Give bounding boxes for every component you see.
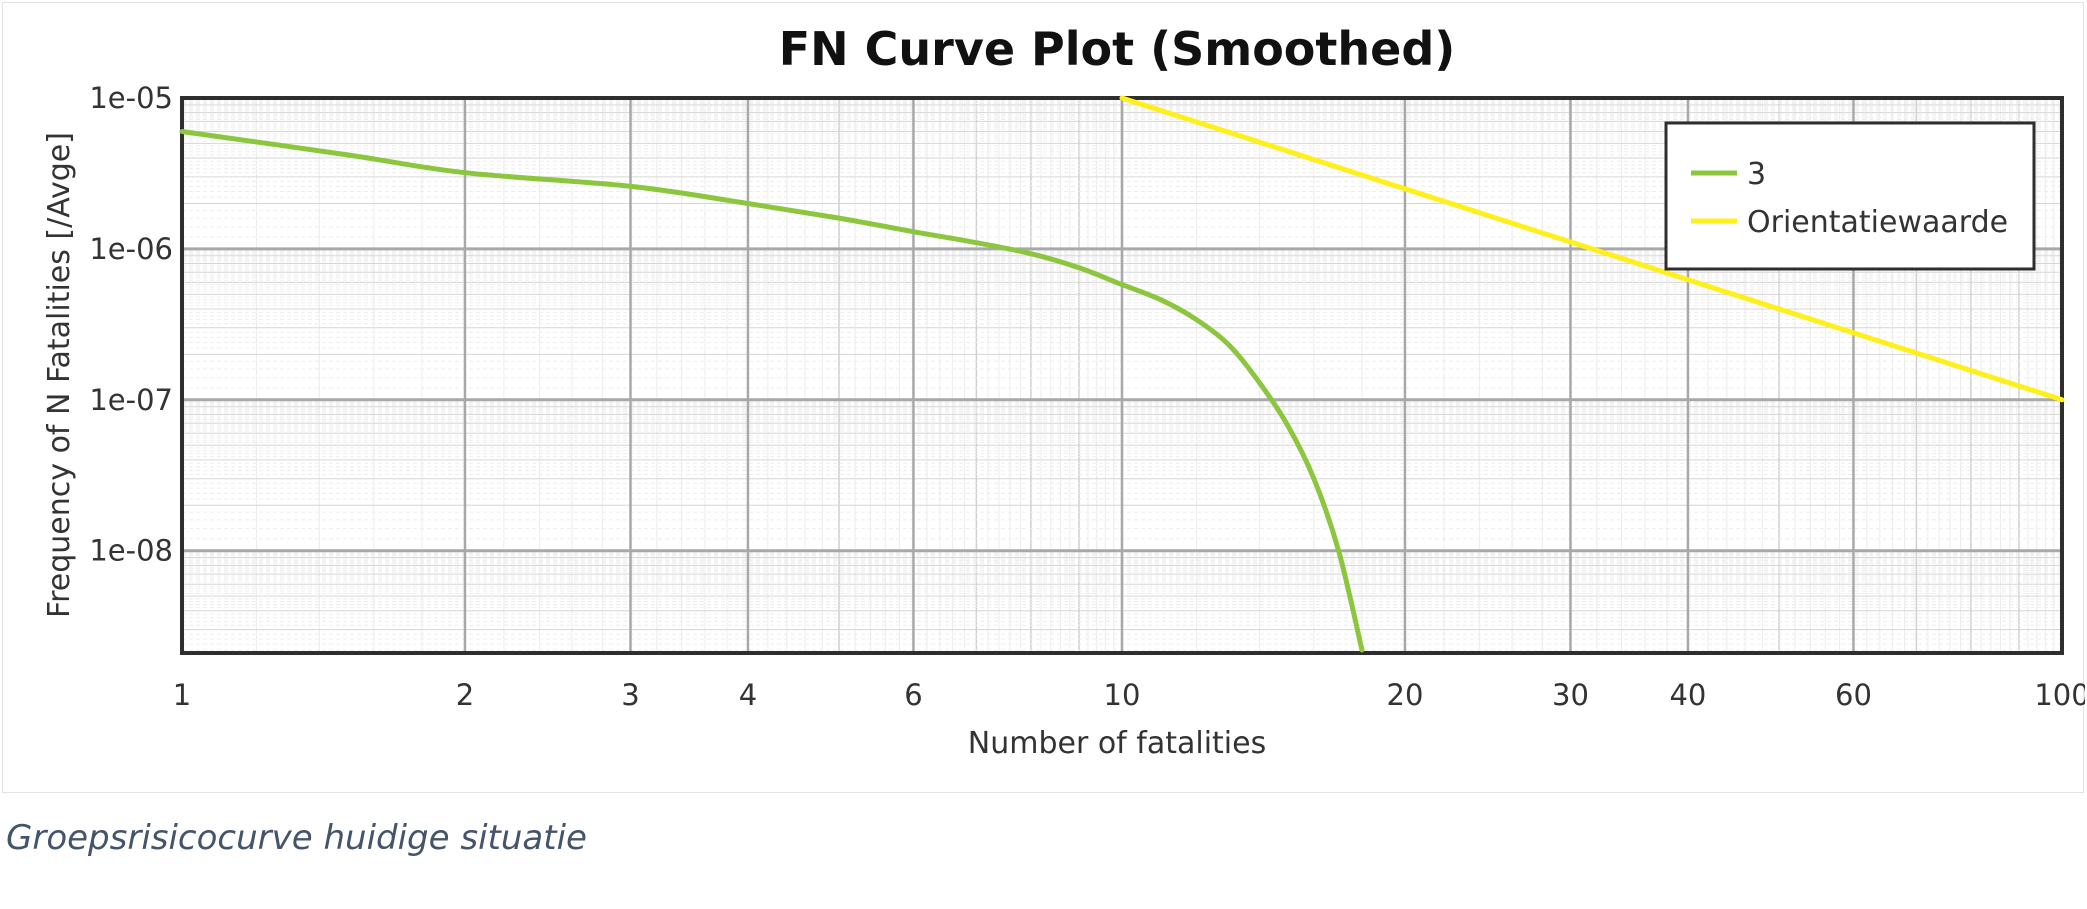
chart-title: FN Curve Plot (Smoothed) <box>779 22 1456 76</box>
x-tick-label: 4 <box>739 678 757 712</box>
series-layer <box>179 95 2065 653</box>
x-tick-label: 100 <box>2034 678 2085 712</box>
x-tick-label: 1 <box>173 678 191 712</box>
legend-box <box>1664 121 2036 271</box>
x-tick-label: 20 <box>1387 678 1424 712</box>
x-tick-label: 30 <box>1552 678 1589 712</box>
y-tick-label: 1e-05 <box>89 81 173 115</box>
y-axis-label: Frequency of N Fatalities [/Avge] <box>42 132 77 618</box>
x-tick-label: 40 <box>1669 678 1706 712</box>
x-tick-label: 10 <box>1104 678 1141 712</box>
y-tick-label: 1e-08 <box>89 534 173 568</box>
x-axis-label: Number of fatalities <box>968 726 1266 761</box>
x-tick-label: 60 <box>1835 678 1872 712</box>
series-line-orientatiewaarde <box>1119 95 2065 403</box>
series-line-3 <box>179 129 1365 653</box>
y-tick-label: 1e-06 <box>89 232 173 266</box>
legend: 3 Orientatiewaarde <box>1664 121 2036 271</box>
x-tick-label: 3 <box>621 678 639 712</box>
chart-figure: FN Curve Plot (Smoothed) 1 2 3 4 6 10 20 30 40 60… <box>2 2 2085 793</box>
tick-labels: 1 2 3 4 6 10 20 30 40 60 100 1e-05 1e-06 1e-07 1e-08 <box>89 81 2085 712</box>
x-tick-label: 6 <box>904 678 922 712</box>
figure-caption: Groepsrisicocurve huidige situatie <box>6 818 587 858</box>
legend-label-orientatiewaarde: Orientatiewaarde <box>1747 205 2008 240</box>
x-tick-label: 2 <box>456 678 474 712</box>
fn-curve-chart: FN Curve Plot (Smoothed) 1 2 3 4 6 10 20 30 40 60… <box>42 22 2085 761</box>
legend-label-series-3: 3 <box>1747 157 1766 192</box>
y-tick-label: 1e-07 <box>89 383 173 417</box>
